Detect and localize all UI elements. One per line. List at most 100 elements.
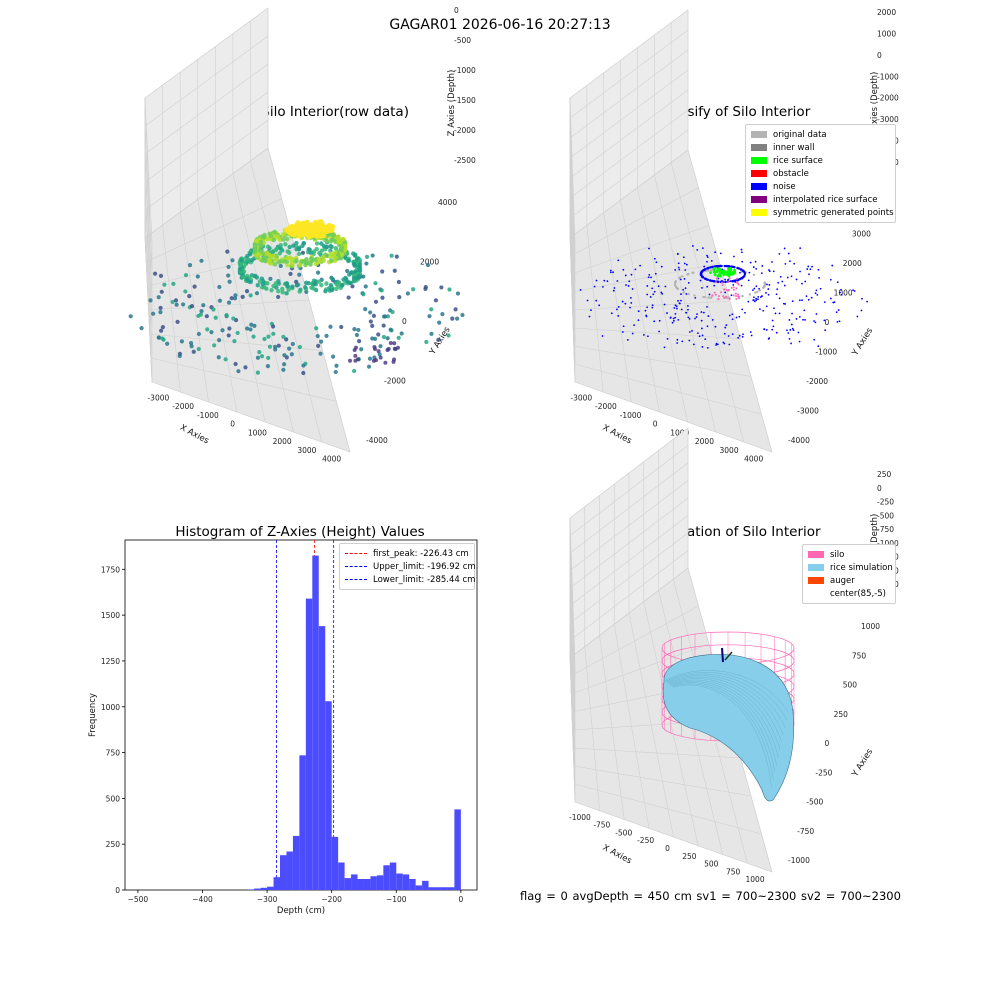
plot2-axes [569,9,773,453]
data-point [270,324,276,329]
legend-label: auger [830,575,855,586]
grid-line [570,187,699,257]
noise-point [699,279,702,282]
data-point [273,344,278,349]
data-point [396,335,401,341]
data-point [171,281,176,286]
noise-point [703,265,706,268]
data-point [334,286,339,292]
data-point [368,319,373,324]
obstacle-point [723,288,726,291]
obstacle-point [715,281,718,284]
grid-line [569,445,689,680]
legend-swatch [751,157,767,164]
noise-point [732,284,735,286]
noise-point [695,316,698,318]
noise-point [713,284,716,287]
data-point [427,314,432,319]
data-point [301,363,306,368]
noise-point [698,335,701,338]
data-point [332,258,338,264]
noise-point [778,312,781,315]
plot1-axes [144,7,351,453]
data-point [392,341,397,346]
noise-point [680,293,682,295]
noise-point [807,265,810,268]
x-tick-label: 750 [726,867,741,876]
data-point [397,295,402,300]
auger-arm [724,651,733,661]
y-tick-label: -4000 [366,436,388,445]
noise-point [737,336,740,339]
data-point [309,258,315,264]
legend-swatch [751,183,767,190]
noise-point [647,335,649,338]
noise-point [628,280,631,283]
legend-item: original data [751,128,890,141]
data-point [278,242,283,248]
original-point [709,296,712,299]
z-axis-label: Z Axies (Depth) [447,70,457,137]
legend-item: silo [808,548,890,561]
data-point [148,298,153,303]
data-point [339,324,344,330]
data-point [339,245,345,250]
data-point [287,250,292,255]
data-point [316,279,322,284]
noise-point [651,304,654,307]
noise-point [642,334,645,336]
noise-point [625,284,627,286]
noise-point [853,290,856,292]
data-point [249,322,254,327]
data-point [352,262,357,268]
histogram-bar [396,873,403,890]
noise-point [630,273,633,276]
data-point [385,347,390,352]
noise-point [736,266,739,270]
grid-line [151,381,351,453]
noise-point [813,338,816,341]
data-point [348,358,353,363]
noise-point [674,316,677,319]
y-axis-label: Frequency [88,693,98,737]
grid-line [571,262,720,293]
noise-point [823,319,826,322]
noise-point [586,299,589,302]
data-point [173,298,179,303]
noise-point [682,288,685,291]
noise-point [781,280,784,283]
obstacle-point [728,298,731,301]
noise-point [760,272,763,275]
data-point [379,288,384,293]
data-point [201,303,206,308]
data-point [329,258,334,263]
data-point [181,302,186,307]
noise-point [694,317,696,320]
data-point [359,347,364,352]
histogram-bar [254,888,261,890]
noise-point [742,333,744,336]
noise-point [778,253,781,255]
noise-point [617,259,620,262]
data-point [253,246,258,252]
y-tick-label: 0 [402,317,407,326]
data-point [440,312,445,317]
noise-point [799,270,801,273]
data-point [204,314,209,319]
data-point [271,237,276,243]
data-point [346,295,351,300]
data-point [288,271,293,277]
histogram-bar [273,877,281,890]
noise-point [755,267,758,270]
data-point [433,298,439,303]
noise-point [790,275,793,278]
rice-surface-point [713,273,717,277]
data-point [270,249,276,254]
noise-point [624,302,627,305]
noise-point [680,308,683,311]
grid-line [571,643,710,695]
noise-point [861,297,863,300]
noise-point [672,317,675,320]
data-point [354,345,359,350]
rice-surface-point [719,274,722,278]
